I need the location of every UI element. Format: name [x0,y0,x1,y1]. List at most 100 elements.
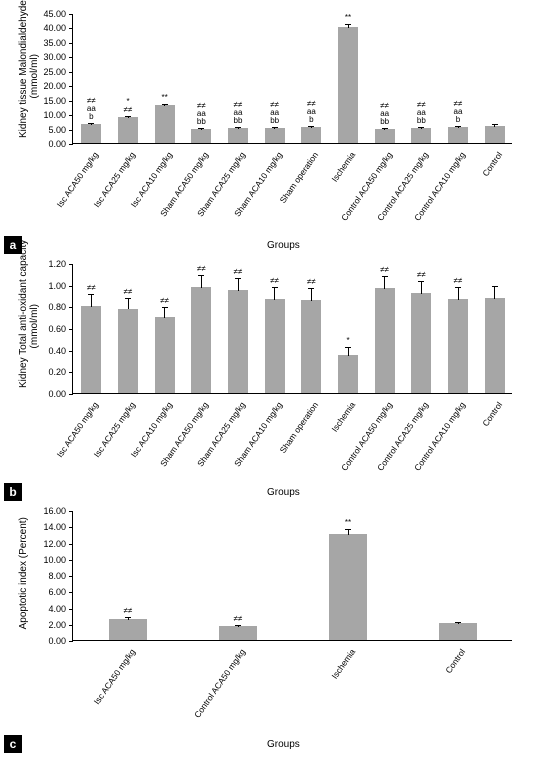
significance-annotation: ≠≠ aa bb [371,102,399,126]
ytick-label: 0.00 [4,139,66,149]
error-cap [198,128,204,129]
ytick-label: 0.00 [4,389,66,399]
error-cap [455,126,461,127]
bar [109,619,148,640]
significance-annotation: ≠≠ [224,615,252,623]
ytick [69,576,73,577]
ytick [69,592,73,593]
error-cap [198,275,204,276]
plot-area: ≠≠≠≠≠≠≠≠≠≠≠≠≠≠*≠≠≠≠≠≠ [72,264,512,394]
xtick-label: Control ACA25 mg/kg [365,150,431,238]
error-bar [311,288,312,301]
significance-annotation: ≠≠ aa bb [224,101,252,125]
bar [228,290,248,393]
error-cap [418,281,424,282]
significance-annotation: ** [151,94,179,102]
error-cap [308,126,314,127]
ytick [69,115,73,116]
xtick-label: Sham operation [255,150,321,238]
error-cap [455,622,461,623]
bar [485,298,505,393]
bar [81,306,101,393]
bar [448,299,468,393]
ytick [69,372,73,373]
ytick [69,144,73,145]
significance-annotation: ≠≠ aa bb [187,102,215,126]
x-axis-label: Groups [267,240,300,251]
error-cap [345,24,351,25]
plot-area: ≠≠ aa b* ≠≠**≠≠ aa bb≠≠ aa bb≠≠ aa bb≠≠ … [72,14,512,144]
error-cap [162,307,168,308]
bar [228,128,248,143]
bar [191,287,211,393]
panel-c: ≠≠≠≠**0.002.004.006.008.0010.0012.0014.0… [4,503,534,753]
bar [118,309,138,394]
chart-c: ≠≠≠≠**0.002.004.006.008.0010.0012.0014.0… [4,503,534,753]
xtick-label: Isc ACA50 mg/kg [35,400,101,488]
xtick-label: Sham ACA50 mg/kg [145,400,211,488]
ytick [69,86,73,87]
error-bar [128,298,129,310]
ytick [69,14,73,15]
ytick [69,28,73,29]
panel-a: ≠≠ aa b* ≠≠**≠≠ aa bb≠≠ aa bb≠≠ aa bb≠≠ … [4,4,534,254]
xtick-label: Isc ACA50 mg/kg [72,647,138,735]
bar [485,126,505,143]
error-cap [455,287,461,288]
error-bar [201,275,202,288]
xtick-label: Sham ACA50 mg/kg [145,150,211,238]
ytick [69,527,73,528]
error-bar [458,287,459,300]
significance-annotation: ≠≠ aa bb [261,101,289,125]
bar [155,105,175,143]
ytick [69,307,73,308]
error-cap [235,127,241,128]
panel-b: ≠≠≠≠≠≠≠≠≠≠≠≠≠≠*≠≠≠≠≠≠0.000.200.400.600.8… [4,256,534,501]
error-bar [494,286,495,299]
error-cap [125,617,131,618]
xtick-label: Control ACA50 mg/kg [182,647,248,735]
plot-area: ≠≠≠≠** [72,511,512,641]
ytick [69,130,73,131]
ytick [69,609,73,610]
xtick-label: Isc ACA50 mg/kg [35,150,101,238]
bar [329,534,368,640]
significance-annotation: ≠≠ aa b [77,97,105,121]
significance-annotation: ≠≠ [77,284,105,292]
bar [265,128,285,143]
ytick [69,72,73,73]
error-cap [162,104,168,105]
ytick [69,544,73,545]
error-bar [421,281,422,294]
error-cap [308,288,314,289]
ytick-label: 6.00 [4,587,66,597]
error-bar [274,287,275,300]
xtick-label: Sham operation [255,400,321,488]
significance-annotation: ≠≠ [444,277,472,285]
error-cap [88,294,94,295]
error-bar [164,307,165,318]
bar [411,293,431,393]
bar [118,117,138,143]
xtick-label: Control [402,647,468,735]
significance-annotation: * [334,337,362,345]
bar [375,129,395,143]
ytick-label: 0.00 [4,636,66,646]
ytick-label: 14.00 [4,522,66,532]
ytick-label: 2.00 [4,620,66,630]
ytick [69,43,73,44]
error-cap [235,625,241,626]
error-cap [235,278,241,279]
ytick-label: 16.00 [4,506,66,516]
significance-annotation: ≠≠ [261,277,289,285]
significance-annotation: ≠≠ [407,271,435,279]
error-cap [418,127,424,128]
bar [338,27,358,143]
ytick [69,57,73,58]
bar [375,288,395,393]
significance-annotation: ≠≠ [114,607,142,615]
panel-label-c: c [4,735,22,753]
ytick [69,329,73,330]
xtick-label: Control ACA25 mg/kg [365,400,431,488]
chart-a: ≠≠ aa b* ≠≠**≠≠ aa bb≠≠ aa bb≠≠ aa bb≠≠ … [4,4,534,254]
